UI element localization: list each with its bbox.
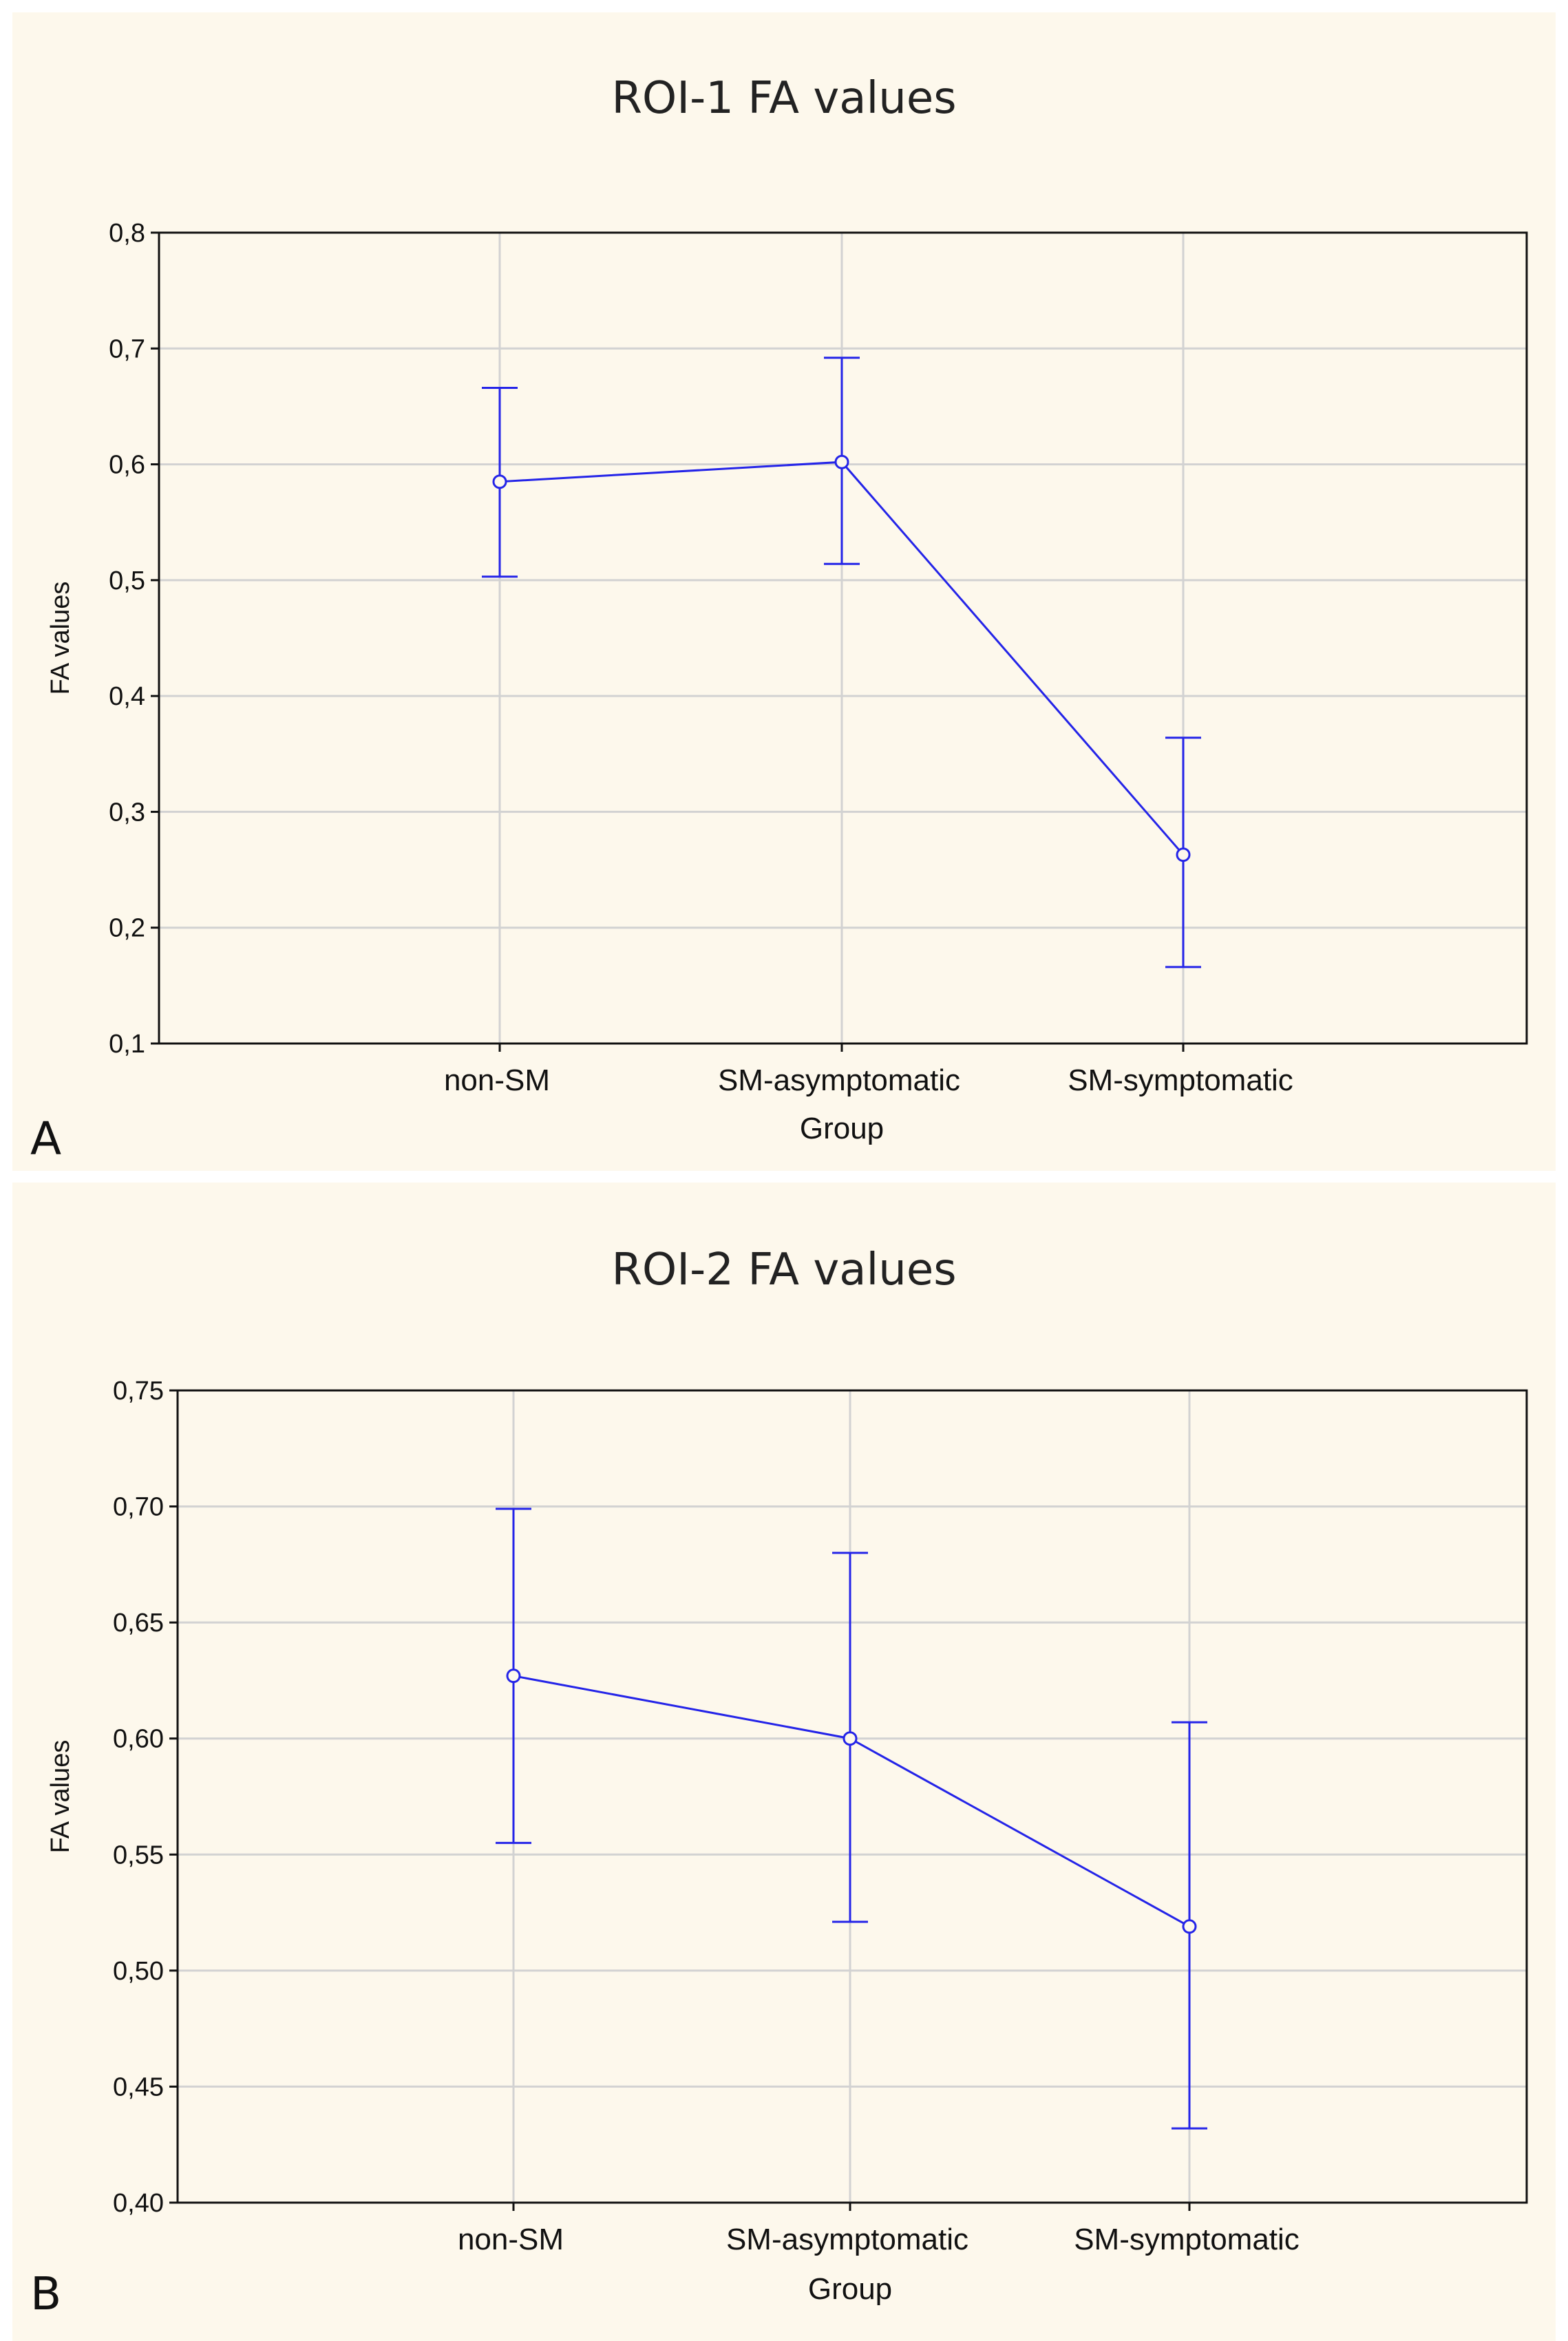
y-tick-label: 0,5 (109, 566, 145, 595)
x-tick-label: SM-asymptomatic (718, 1063, 960, 1097)
chart-a-svg: 0,1 0,2 0,3 0,4 0,5 0,6 0,7 0,8 non-SM SM-asympto… (46, 219, 1528, 1145)
y-tick-label: 0,75 (113, 1377, 164, 1406)
y-tick-label: 0,7 (109, 335, 145, 363)
x-axis-label: Group (808, 2272, 892, 2306)
y-tick-label: 0,50 (113, 1957, 164, 1986)
data-point (843, 1731, 858, 1746)
x-tick-label: SM-asymptomatic (726, 2223, 968, 2256)
y-tick-label: 0,55 (113, 1841, 164, 1869)
y-axis-label: FA values (46, 582, 75, 695)
data-point (506, 1669, 521, 1684)
y-tick-label: 0,8 (109, 219, 145, 248)
data-point (492, 474, 507, 489)
y-tick-label: 0,4 (109, 682, 145, 711)
y-axis-label: FA values (46, 1740, 75, 1854)
x-tick-label: non-SM (458, 2223, 564, 2256)
panel-label: B (30, 2267, 62, 2320)
y-tick-label: 0,6 (109, 451, 145, 480)
y-tick-label: 0,60 (113, 1725, 164, 1754)
chart-panel-a: ROI-1 FA values 0,1 0,2 0,3 0,4 0,5 0,6 0,7 0,8… (12, 12, 1556, 1171)
plot-frame (176, 1389, 1528, 2204)
chart-title: ROI-1 FA values (611, 73, 957, 124)
data-point (1176, 847, 1191, 862)
chart-title: ROI-2 FA values (611, 1244, 957, 1295)
y-tick-label: 0,45 (113, 2073, 164, 2101)
chart-b-svg: 0,40 0,45 0,50 0,55 0,60 0,65 0,70 0,75 non-SM SM… (46, 1377, 1528, 2306)
series-line (513, 1675, 1190, 1928)
panel-label: A (30, 1112, 62, 1165)
data-point (1182, 1919, 1197, 1934)
y-tick-label: 0,3 (109, 798, 145, 827)
y-tick-label: 0,70 (113, 1493, 164, 1522)
x-tick-label: SM-symptomatic (1068, 1063, 1293, 1097)
y-tick-label: 0,65 (113, 1609, 164, 1638)
y-tick-label: 0,2 (109, 914, 145, 943)
chart-panel-b: ROI-2 FA values 0,40 0,45 0,50 0,55 0,60 0,65… (12, 1183, 1556, 2341)
y-tick-label: 0,40 (113, 2189, 164, 2218)
x-tick-label: non-SM (444, 1063, 550, 1097)
x-tick-label: SM-symptomatic (1074, 2223, 1300, 2256)
data-point (834, 454, 849, 469)
x-axis-label: Group (800, 1112, 884, 1145)
y-tick-label: 0,1 (109, 1030, 145, 1059)
